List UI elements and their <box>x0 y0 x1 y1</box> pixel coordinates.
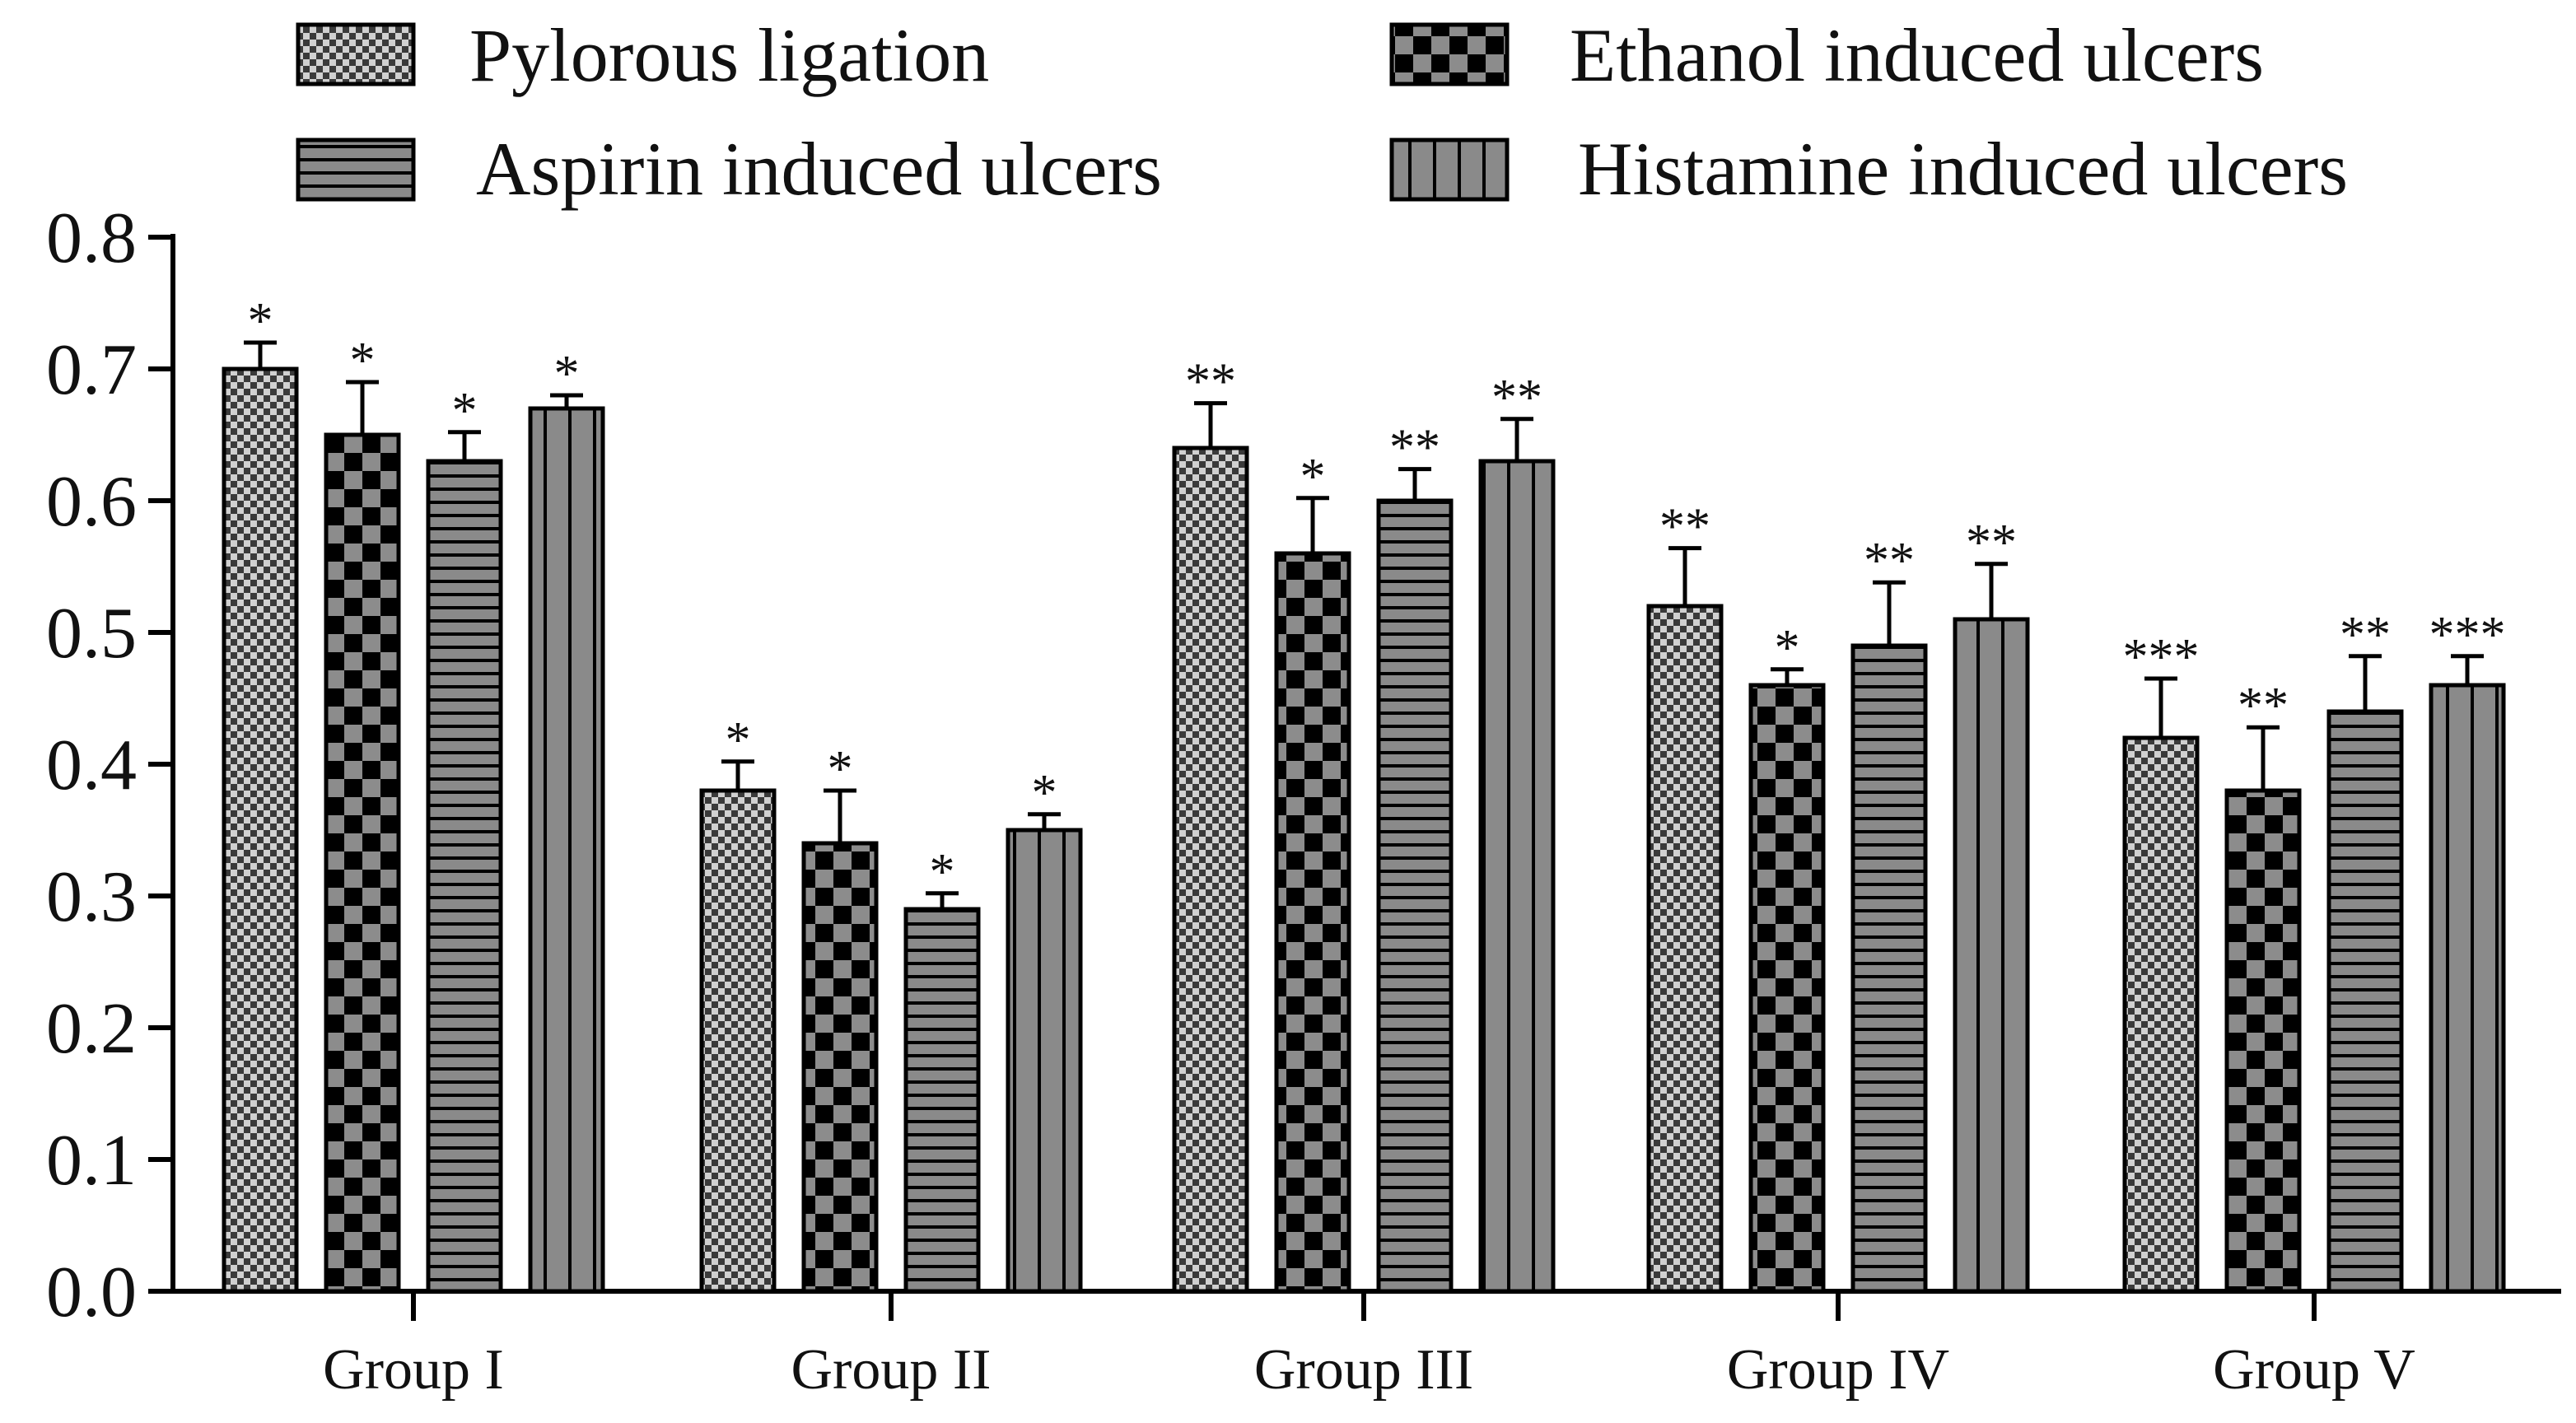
bar-group-iv-ethanol-induced-ulcers <box>1748 683 1826 1294</box>
significance-group-i-ethanol-induced-ulcers: * <box>350 333 376 389</box>
significance-group-i-pylorous-ligation: * <box>248 293 273 349</box>
significance-group-i-aspirin-induced-ulcers: * <box>452 383 478 439</box>
significance-group-v-aspirin-induced-ulcers: ** <box>2340 607 2391 663</box>
significance-group-iv-histamine-induced-ulcers: ** <box>1966 515 2017 571</box>
bar-group-iv-pylorous-ligation <box>1646 604 1724 1294</box>
bar-group-ii-aspirin-induced-ulcers <box>903 907 981 1294</box>
legend-label-pylorous-ligation: Pylorous ligation <box>469 13 989 97</box>
plot-area: 0.00.10.20.30.40.50.60.70.8****Group I**… <box>46 198 2561 1402</box>
x-tick-label-group-iv: Group IV <box>1727 1338 1949 1402</box>
significance-group-v-histamine-induced-ulcers: *** <box>2429 607 2506 663</box>
significance-group-ii-ethanol-induced-ulcers: * <box>828 741 853 797</box>
bar-group-iii-aspirin-induced-ulcers <box>1376 498 1454 1294</box>
x-tick-label-group-ii: Group II <box>791 1338 992 1402</box>
legend-swatch-aspirin-induced-ulcers <box>296 138 416 202</box>
y-tick-label-5: 0.5 <box>46 594 137 674</box>
significance-group-iv-pylorous-ligation: ** <box>1659 499 1710 555</box>
significance-group-iii-pylorous-ligation: ** <box>1185 354 1236 410</box>
legend-label-ethanol-induced-ulcers: Ethanol induced ulcers <box>1570 13 2264 97</box>
y-tick-label-0: 0.0 <box>46 1253 137 1332</box>
y-tick-label-3: 0.3 <box>46 857 137 937</box>
bar-group-iv-histamine-induced-ulcers <box>1953 617 2030 1294</box>
legend-label-histamine-induced-ulcers: Histamine induced ulcers <box>1578 127 2348 211</box>
significance-group-ii-pylorous-ligation: * <box>726 712 751 768</box>
bar-group-iv-aspirin-induced-ulcers <box>1850 643 1928 1294</box>
bar-group-iii-ethanol-induced-ulcers <box>1274 551 1351 1294</box>
significance-group-iii-aspirin-induced-ulcers: ** <box>1389 420 1440 476</box>
bar-group-i-aspirin-induced-ulcers <box>426 459 503 1294</box>
legend: Pylorous ligation Ethanol induced ulcers… <box>296 13 2348 211</box>
significance-group-iv-ethanol-induced-ulcers: * <box>1775 620 1800 676</box>
x-tick-label-group-iii: Group III <box>1254 1338 1473 1402</box>
bar-group-iii-pylorous-ligation <box>1172 446 1249 1294</box>
y-tick-label-4: 0.4 <box>46 725 137 805</box>
y-tick-label-6: 0.6 <box>46 462 137 542</box>
y-tick-label-8: 0.8 <box>46 198 137 278</box>
bar-group-i-histamine-induced-ulcers <box>528 406 605 1294</box>
legend-swatch-histamine-induced-ulcers <box>1389 138 1510 202</box>
significance-group-iii-histamine-induced-ulcers: ** <box>1491 370 1542 426</box>
bar-group-v-aspirin-induced-ulcers <box>2326 709 2404 1294</box>
significance-group-v-pylorous-ligation: *** <box>2123 629 2200 685</box>
bar-group-i-pylorous-ligation <box>222 366 299 1294</box>
y-tick-label-2: 0.2 <box>46 989 137 1069</box>
legend-label-aspirin-induced-ulcers: Aspirin induced ulcers <box>476 127 1162 211</box>
bar-group-i-ethanol-induced-ulcers <box>324 432 401 1294</box>
significance-group-iv-aspirin-induced-ulcers: ** <box>1864 533 1915 589</box>
bar-group-iii-histamine-induced-ulcers <box>1478 459 1556 1294</box>
significance-group-v-ethanol-induced-ulcers: ** <box>2238 678 2289 734</box>
y-tick-label-7: 0.7 <box>46 330 137 410</box>
significance-group-iii-ethanol-induced-ulcers: * <box>1300 449 1326 505</box>
y-tick-label-1: 0.1 <box>46 1121 137 1201</box>
bar-group-ii-pylorous-ligation <box>699 788 777 1294</box>
x-tick-label-group-i: Group I <box>323 1338 504 1402</box>
legend-swatch-ethanol-induced-ulcers <box>1389 22 1510 86</box>
significance-group-i-histamine-induced-ulcers: * <box>554 346 580 402</box>
significance-group-ii-histamine-induced-ulcers: * <box>1032 765 1057 821</box>
significance-group-ii-aspirin-induced-ulcers: * <box>930 844 955 900</box>
legend-swatch-pylorous-ligation <box>296 22 416 86</box>
bar-group-v-histamine-induced-ulcers <box>2429 683 2506 1294</box>
bar-group-ii-ethanol-induced-ulcers <box>801 841 879 1294</box>
bar-group-v-pylorous-ligation <box>2122 735 2200 1294</box>
x-tick-label-group-v: Group V <box>2213 1338 2415 1402</box>
bar-group-v-ethanol-induced-ulcers <box>2224 788 2302 1294</box>
bar-group-ii-histamine-induced-ulcers <box>1006 828 1083 1294</box>
